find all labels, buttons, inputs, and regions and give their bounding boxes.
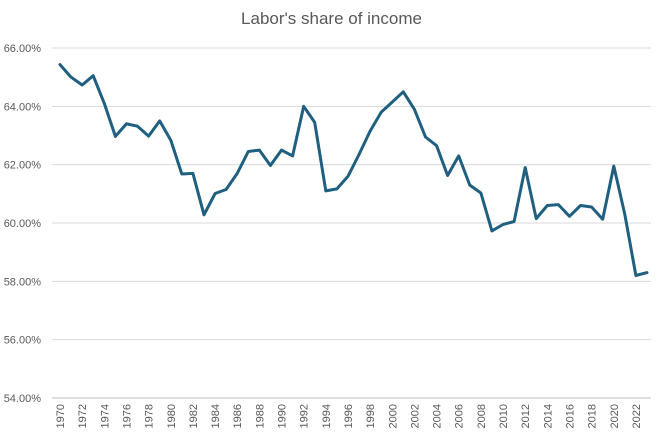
x-tick-label: 1996 (343, 404, 355, 428)
x-tick-label: 2000 (387, 404, 399, 428)
y-tick-label: 60.00% (4, 218, 42, 230)
x-tick-label: 2014 (542, 404, 554, 428)
x-tick-label: 2018 (587, 404, 599, 428)
x-tick-label: 1998 (365, 404, 377, 428)
x-tick-label: 1970 (55, 404, 67, 428)
y-tick-label: 66.00% (4, 43, 42, 55)
x-tick-label: 2012 (520, 404, 532, 428)
x-tick-label: 2016 (564, 404, 576, 428)
x-tick-label: 1984 (210, 404, 222, 428)
x-tick-label: 1980 (166, 404, 178, 428)
x-tick-label: 1986 (232, 404, 244, 428)
y-tick-label: 58.00% (4, 276, 42, 288)
x-tick-label: 2020 (609, 404, 621, 428)
x-tick-label: 2008 (476, 404, 488, 428)
x-tick-label: 2002 (409, 404, 421, 428)
x-tick-label: 1992 (299, 404, 311, 428)
x-tick-label: 1994 (321, 404, 333, 428)
x-tick-label: 1972 (77, 404, 89, 428)
y-tick-label: 64.00% (4, 101, 42, 113)
x-tick-label: 2022 (631, 404, 643, 428)
y-tick-label: 54.00% (4, 393, 42, 405)
x-tick-label: 1974 (99, 404, 111, 428)
x-tick-label: 2004 (432, 404, 444, 428)
x-tick-label: 2006 (454, 404, 466, 428)
chart-title: Labor's share of income (241, 9, 422, 28)
x-tick-label: 2010 (498, 404, 510, 428)
x-tick-label: 1982 (188, 404, 200, 428)
y-tick-label: 62.00% (4, 160, 42, 172)
x-tick-label: 1976 (121, 404, 133, 428)
series-line (58, 63, 649, 277)
y-tick-label: 56.00% (4, 335, 42, 347)
x-tick-label: 1978 (144, 404, 156, 428)
x-tick-label: 1988 (254, 404, 266, 428)
x-tick-label: 1990 (277, 404, 289, 428)
